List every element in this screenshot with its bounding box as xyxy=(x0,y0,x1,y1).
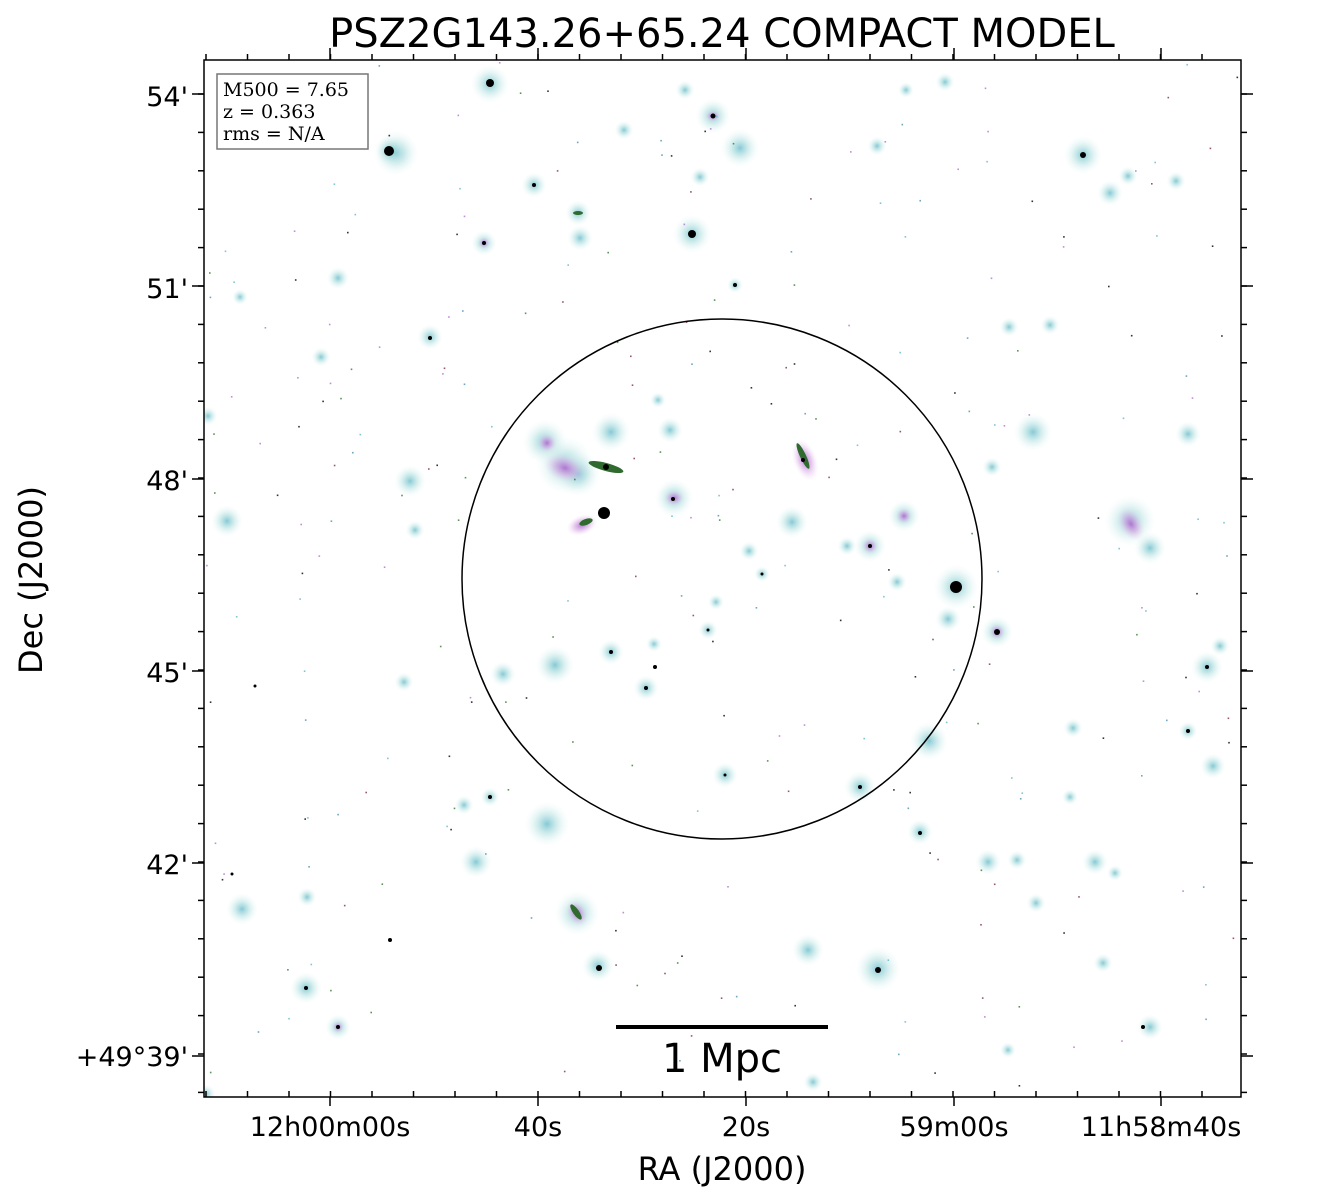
y-axis-label: Dec (J2000) xyxy=(12,486,50,674)
dec-tick-label: 48' xyxy=(146,466,188,497)
ra-tick-label: 59m00s xyxy=(899,1112,1008,1143)
info-mass: M500 = 7.65 xyxy=(223,79,349,101)
figure-title: PSZ2G143.26+65.24 COMPACT MODEL xyxy=(329,11,1115,57)
scale-bar-label: 1 Mpc xyxy=(662,1036,782,1082)
dec-tick-label: 54' xyxy=(146,82,188,113)
info-rms: rms = N/A xyxy=(223,123,325,145)
ra-tick-label: 40s xyxy=(514,1112,562,1143)
dec-tick-label: +49°39' xyxy=(76,1042,188,1073)
x-axis-label: RA (J2000) xyxy=(638,1150,807,1188)
ra-tick-label: 20s xyxy=(722,1112,770,1143)
dec-tick-label: 45' xyxy=(146,658,188,689)
dec-tick-label: 42' xyxy=(146,850,188,881)
dec-tick-label: 51' xyxy=(146,274,188,305)
axis-ticks xyxy=(192,48,1253,1106)
plot-frame xyxy=(203,59,1242,1098)
sky-image xyxy=(204,60,1241,1097)
ra-tick-label: 12h00m00s xyxy=(250,1112,411,1143)
info-redshift: z = 0.363 xyxy=(223,101,315,123)
cluster-aperture-circle xyxy=(461,318,983,840)
info-box: M500 = 7.65 z = 0.363 rms = N/A xyxy=(216,73,369,150)
ra-tick-label: 11h58m40s xyxy=(1081,1112,1242,1143)
